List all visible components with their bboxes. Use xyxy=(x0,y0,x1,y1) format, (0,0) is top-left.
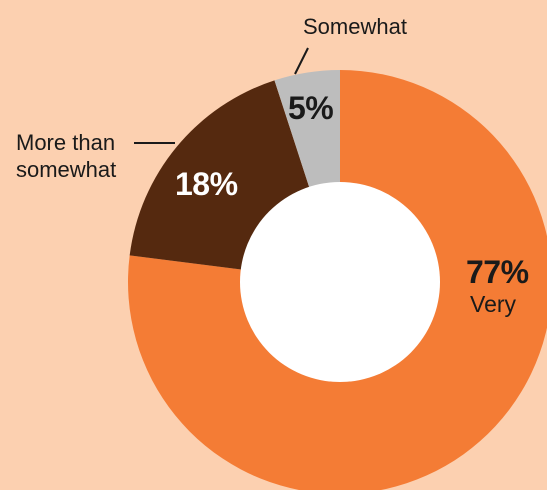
slice-very xyxy=(128,70,547,490)
more-than-somewhat-label-line2: somewhat xyxy=(16,157,117,182)
more-than-somewhat-percent-label: 18% xyxy=(175,166,238,202)
somewhat-category-label: Somewhat xyxy=(303,14,407,39)
somewhat-percent-label: 5% xyxy=(288,90,334,126)
more-than-somewhat-label-line1: More than xyxy=(16,130,116,155)
somewhat-leader-line xyxy=(294,47,309,75)
donut-hole xyxy=(240,182,440,382)
very-percent-label: 77% xyxy=(466,254,529,290)
very-category-label: Very xyxy=(470,291,517,317)
